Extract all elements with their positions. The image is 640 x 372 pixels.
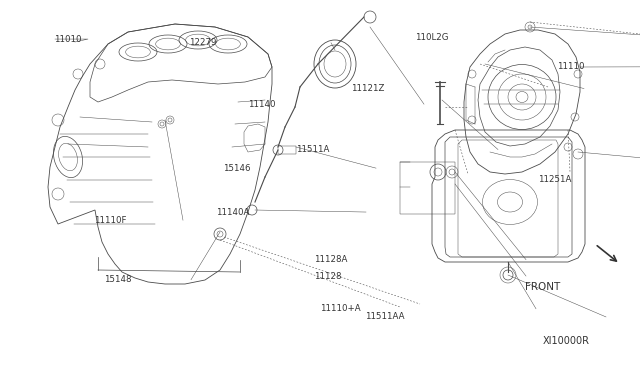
Text: 11110F: 11110F [94, 216, 127, 225]
Text: FRONT: FRONT [525, 282, 560, 292]
Text: XI10000R: XI10000R [543, 337, 589, 346]
Text: 110L2G: 110L2G [415, 33, 448, 42]
Text: 15146: 15146 [223, 164, 250, 173]
Text: 11140: 11140 [248, 100, 276, 109]
Text: 12279: 12279 [189, 38, 216, 47]
Text: 11511AA: 11511AA [365, 312, 404, 321]
Text: 11110+A: 11110+A [320, 304, 360, 313]
Text: 15148: 15148 [104, 275, 132, 284]
Text: 11251A: 11251A [538, 175, 571, 184]
Text: 11010: 11010 [54, 35, 82, 44]
Text: 11140A: 11140A [216, 208, 250, 217]
Text: 11121Z: 11121Z [351, 84, 384, 93]
Bar [278, 146, 296, 154]
Text: 11128A: 11128A [314, 255, 347, 264]
Text: 11511A: 11511A [296, 145, 329, 154]
Text: 11128: 11128 [314, 272, 341, 280]
Text: 11110: 11110 [557, 62, 584, 71]
